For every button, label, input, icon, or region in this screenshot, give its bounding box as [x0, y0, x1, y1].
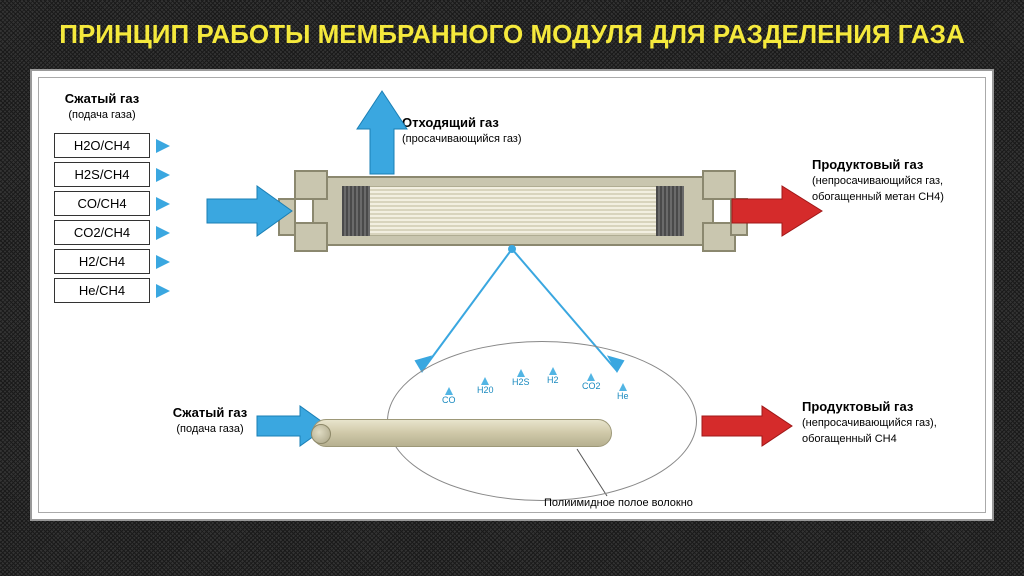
detail-feed-label: Сжатый газ (подача газа)	[162, 405, 258, 437]
perm-label: He	[617, 391, 629, 401]
gas-item: H2O/CH4	[54, 133, 150, 158]
feed-gas-title: Сжатый газ	[65, 91, 140, 106]
product-title: Продуктовый газ	[812, 157, 923, 172]
gas-item: CO/CH4	[54, 191, 150, 216]
list-arrow-icon	[156, 284, 170, 298]
perm-arrow: H2S	[512, 369, 530, 387]
detail-product-label: Продуктовый газ (непросачивающийся газ),…	[802, 399, 977, 447]
module-packed-end	[342, 186, 370, 236]
detail-view: CO H20 H2S H2 CO2 He	[387, 341, 697, 501]
product-subtitle: (непросачивающийся газ, обогащенный мета…	[812, 175, 944, 203]
list-arrow-icon	[156, 197, 170, 211]
slide-title: ПРИНЦИП РАБОТЫ МЕМБРАННОГО МОДУЛЯ ДЛЯ РА…	[0, 0, 1024, 61]
diagram-panel: Сжатый газ (подача газа) H2O/CH4 H2S/CH4…	[30, 69, 994, 521]
perm-arrow: CO	[442, 387, 456, 405]
detail-product-subtitle: (непросачивающийся газ), обогащенный CH4	[802, 417, 937, 445]
perm-label: CO2	[582, 381, 601, 391]
perm-label: CO	[442, 395, 456, 405]
membrane-module	[312, 176, 714, 246]
module-flange-right	[702, 170, 732, 252]
perm-label: H2S	[512, 377, 530, 387]
module-flange-left	[294, 170, 324, 252]
list-arrow-icon	[156, 168, 170, 182]
perm-label: H20	[477, 385, 494, 395]
detail-product-title: Продуктовый газ	[802, 399, 913, 414]
permeate-title: Отходящий газ	[402, 115, 499, 130]
perm-arrow: CO2	[582, 373, 601, 391]
product-label: Продуктовый газ (непросачивающийся газ, …	[812, 157, 982, 205]
list-arrow-icon	[156, 139, 170, 153]
feed-gas-label: Сжатый газ (подача газа)	[54, 91, 150, 123]
perm-arrow: H20	[477, 377, 494, 395]
perm-arrow: He	[617, 383, 629, 401]
perm-label: H2	[547, 375, 559, 385]
fiber-material-label: Полиимидное полое волокно	[544, 497, 693, 509]
feed-gas-subtitle: (подача газа)	[68, 109, 135, 121]
module-packed-end	[656, 186, 684, 236]
module-cap-left	[278, 198, 296, 236]
module-cap-right	[730, 198, 748, 236]
list-arrow-icon	[156, 255, 170, 269]
permeate-subtitle: (просачивающийся газ)	[402, 133, 522, 145]
gas-item: H2/CH4	[54, 249, 150, 274]
feed-gas-list: H2O/CH4 H2S/CH4 CO/CH4 CO2/CH4 H2/CH4 He…	[54, 133, 150, 307]
gas-item: H2S/CH4	[54, 162, 150, 187]
fiber-bore	[311, 424, 331, 444]
permeate-label: Отходящий газ (просачивающийся газ)	[402, 115, 522, 147]
hollow-fiber	[312, 419, 612, 447]
perm-arrow: H2	[547, 367, 559, 385]
gas-item: CO2/CH4	[54, 220, 150, 245]
gas-item: He/CH4	[54, 278, 150, 303]
detail-feed-subtitle: (подача газа)	[176, 423, 243, 435]
detail-feed-title: Сжатый газ	[173, 405, 248, 420]
module-core	[342, 186, 684, 236]
list-arrow-icon	[156, 226, 170, 240]
